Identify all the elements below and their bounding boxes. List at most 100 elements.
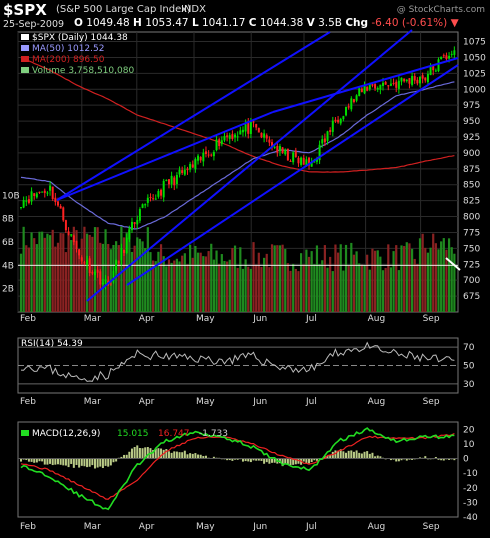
candle-body: [392, 82, 395, 84]
candle-body: [352, 99, 355, 103]
volume-bar: [56, 242, 60, 312]
volume-bar: [450, 247, 453, 312]
candle-body: [183, 169, 186, 175]
candle-body: [130, 221, 133, 231]
volume-bar: [416, 263, 419, 312]
volume-bar: [410, 248, 414, 312]
macd-histogram-bar: [104, 458, 107, 466]
macd-panel: -40 -30 -20 -10 0 10 20 MACD(12,26,9) 15.015 16.7…: [17, 421, 478, 532]
price-tick-label: 900: [463, 149, 480, 159]
macd-histogram-bar: [35, 458, 38, 463]
candle-body: [358, 88, 361, 96]
macd-histogram-bar: [263, 458, 266, 464]
month-label: Mar: [84, 314, 101, 324]
candle-body: [123, 249, 126, 253]
volume-bar: [302, 264, 305, 312]
macd-histogram-bar: [78, 458, 81, 468]
macd-month-label: Jun: [252, 522, 267, 532]
price-panel: 675 700 725 750 775 800 825 850 875 900 925 950 975 1…: [2, 29, 486, 324]
volume-bar: [33, 238, 36, 312]
candle-body: [247, 122, 250, 134]
candle-body: [101, 282, 104, 284]
candle-body: [144, 204, 147, 206]
candle-body: [405, 79, 408, 82]
price-tick-label: 725: [463, 260, 480, 270]
candle-body: [149, 197, 152, 199]
candle-body: [376, 87, 379, 90]
volume-bar: [363, 265, 366, 312]
candle-body: [30, 191, 33, 202]
macd-histogram-bar: [167, 451, 170, 459]
macd-histogram-bar: [30, 458, 33, 462]
candle-body: [263, 133, 266, 138]
volume-bar: [315, 245, 319, 312]
volume-bar: [268, 267, 271, 312]
candle-body: [128, 230, 131, 240]
macd-histogram-bar: [405, 458, 408, 461]
volume-bar: [286, 263, 289, 312]
macd-histogram-bar: [93, 458, 96, 469]
candle-body: [424, 77, 427, 81]
volume-bar: [125, 232, 128, 312]
candle-body: [215, 139, 218, 151]
volume-bar: [157, 251, 160, 312]
candle-body: [257, 127, 260, 133]
macd-histogram-bar: [302, 458, 305, 462]
rsi-legend: RSI(14) 54.39: [21, 339, 83, 349]
candle-body: [384, 81, 387, 85]
volume-bar: [67, 233, 70, 312]
candle-body: [51, 186, 54, 200]
volume-bar: [181, 255, 184, 312]
macd-histogram-bar: [183, 450, 186, 459]
candle-body: [294, 150, 297, 157]
candle-body: [252, 121, 255, 123]
macd-histogram-bar: [128, 451, 131, 459]
volume-bar: [260, 266, 263, 312]
ma50-legend-label: MA(50) 1012.52: [32, 44, 104, 54]
macd-histogram-bar: [442, 458, 445, 461]
change-value: -6.40 (-0.61%): [371, 17, 448, 29]
candle-body: [72, 235, 75, 243]
volume-bar: [80, 238, 83, 312]
price-tick-label: 800: [463, 213, 480, 223]
symbol-description: (S&P 500 Large Cap Index): [56, 4, 191, 15]
volume-bar: [141, 241, 144, 312]
candle-body: [202, 152, 205, 162]
candle-body: [120, 248, 123, 261]
month-label: Aug: [368, 314, 386, 324]
candle-body: [350, 98, 353, 110]
candle-body: [416, 79, 419, 84]
candle-body: [432, 65, 435, 71]
macd-tick-label: -10: [463, 469, 478, 479]
candle-body: [117, 261, 120, 263]
macd-histogram-bar: [313, 458, 316, 461]
macd-histogram-bar: [91, 458, 94, 466]
macd-histogram-bar: [96, 458, 99, 468]
signal-line: [20, 432, 455, 500]
candle-body: [255, 124, 258, 128]
price-tick-label: 1050: [463, 53, 486, 63]
macd-histogram-bar: [234, 458, 237, 460]
macd-histogram-bar: [236, 458, 239, 460]
candle-body: [374, 84, 377, 89]
macd-histogram-bar: [33, 458, 36, 463]
candle-body: [448, 55, 451, 59]
macd-histogram-bar: [67, 458, 70, 468]
macd-histogram-bar: [434, 456, 437, 459]
channel-line: [126, 64, 459, 286]
volume-bar: [220, 254, 223, 312]
volume-bar: [239, 247, 242, 312]
macd-histogram-bar: [186, 454, 189, 459]
macd-histogram-bar: [173, 451, 176, 459]
volume-bar: [189, 244, 192, 312]
candle-body: [104, 279, 107, 285]
macd-histogram-bar: [411, 458, 414, 460]
macd-histogram-bar: [297, 458, 300, 464]
macd-histogram-bar: [337, 450, 340, 459]
macd-legend-value: 15.015: [117, 429, 149, 439]
macd-histogram-bar: [99, 458, 102, 467]
candle-body: [265, 135, 268, 139]
close-label: C: [248, 17, 257, 29]
price-tick-label: 875: [463, 165, 480, 175]
macd-tick-label: 0: [463, 455, 469, 465]
